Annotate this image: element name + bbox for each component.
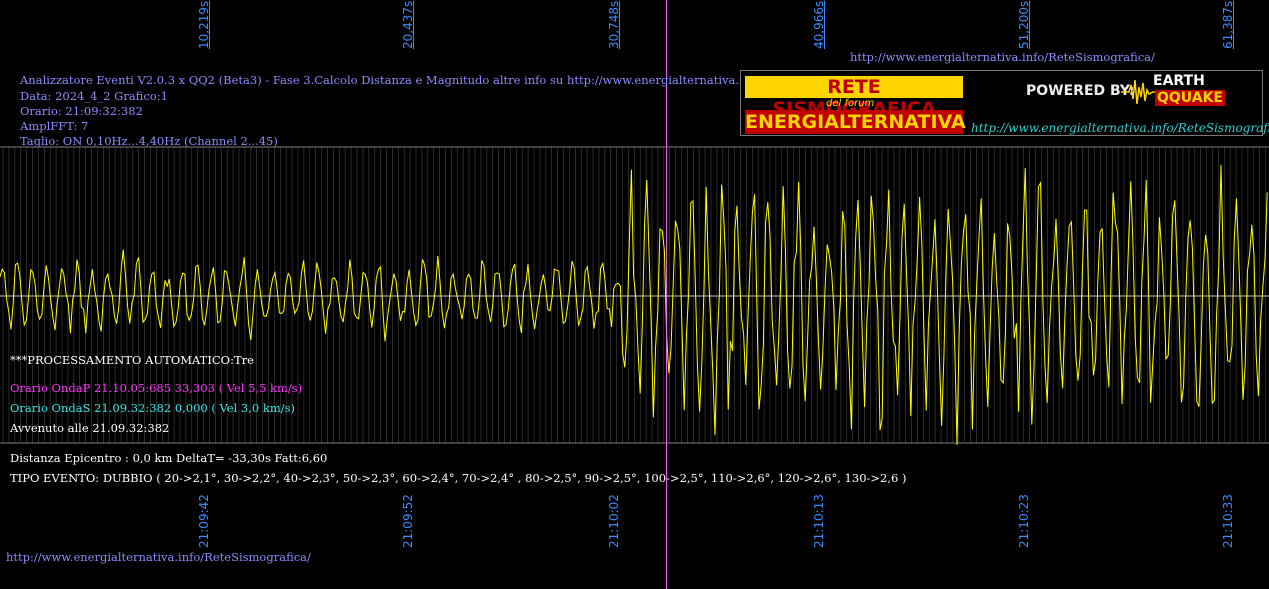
- logo-forum: ENERGIALTERNATIVA: [745, 110, 966, 134]
- top-tick-label: 61,387s: [1220, 0, 1235, 49]
- top-tick-label: 40,966s: [811, 0, 826, 49]
- top-tick-label: 10,219s: [196, 0, 211, 49]
- header-filter: Taglio: ON 0,10Hz...4,40Hz (Channel 2...…: [20, 134, 278, 148]
- logo-brand-earth: EARTH: [1153, 73, 1205, 89]
- top-tick-label: 20,437s: [401, 0, 416, 49]
- rete-sismografica-logo[interactable]: RETE SISMOGRAFICA del forum ENERGIALTERN…: [740, 70, 1269, 136]
- header-time: Orario: 21:09:32:382: [20, 104, 143, 118]
- bottom-tick-label: 21:09:52: [401, 494, 416, 548]
- logo-subtitle: del forum: [826, 98, 875, 109]
- bottom-tick-label: 21:10:13: [811, 494, 826, 548]
- s-wave-time: Orario OndaS 21.09.32:382 0,000 ( Vel 3,…: [10, 401, 296, 415]
- vertical-gridlines: [2, 147, 1266, 443]
- logo-brand-qquake: QQUAKE: [1155, 90, 1225, 106]
- seismic-trace: [0, 164, 1268, 445]
- event-occurred-time: Avvenuto alle 21.09.32:382: [10, 421, 170, 435]
- processing-title: ***PROCESSAMENTO AUTOMATICO:Tre: [10, 353, 254, 367]
- epicenter-distance: Distanza Epicentro : 0,0 km DeltaT= -33,…: [10, 451, 328, 465]
- top-tick-label: 51,200s: [1016, 0, 1031, 49]
- bottom-url-link[interactable]: http://www.energialternativa.info/ReteSi…: [6, 550, 311, 564]
- header-date: Data: 2024_4_2 Grafico:1: [20, 89, 168, 103]
- logo-powered-by: POWERED BY:: [1026, 83, 1135, 99]
- logo-title: RETE SISMOGRAFICA: [745, 76, 963, 120]
- bottom-tick-label: 21:10:23: [1016, 494, 1031, 548]
- bottom-tick-label: 21:09:42: [196, 494, 211, 548]
- logo-url[interactable]: http://www.energialternativa.info/ReteSi…: [971, 121, 1269, 135]
- top-tick-label: 30,748s: [607, 0, 622, 49]
- bottom-tick-label: 21:10:02: [607, 494, 622, 548]
- header-title: Analizzatore Eventi V2.0.3 x QQ2 (Beta3)…: [20, 73, 821, 87]
- event-type: TIPO EVENTO: DUBBIO ( 20->2,1°, 30->2,2°…: [10, 471, 907, 485]
- top-url-link[interactable]: http://www.energialternativa.info/ReteSi…: [850, 50, 1155, 64]
- bottom-tick-label: 21:10:33: [1220, 494, 1235, 548]
- p-wave-time: Orario OndaP 21.10.05:685 33,303 ( Vel 5…: [10, 381, 303, 395]
- seismograph-icon: [1121, 79, 1161, 105]
- header-amplfft: AmplFFT: 7: [20, 119, 89, 133]
